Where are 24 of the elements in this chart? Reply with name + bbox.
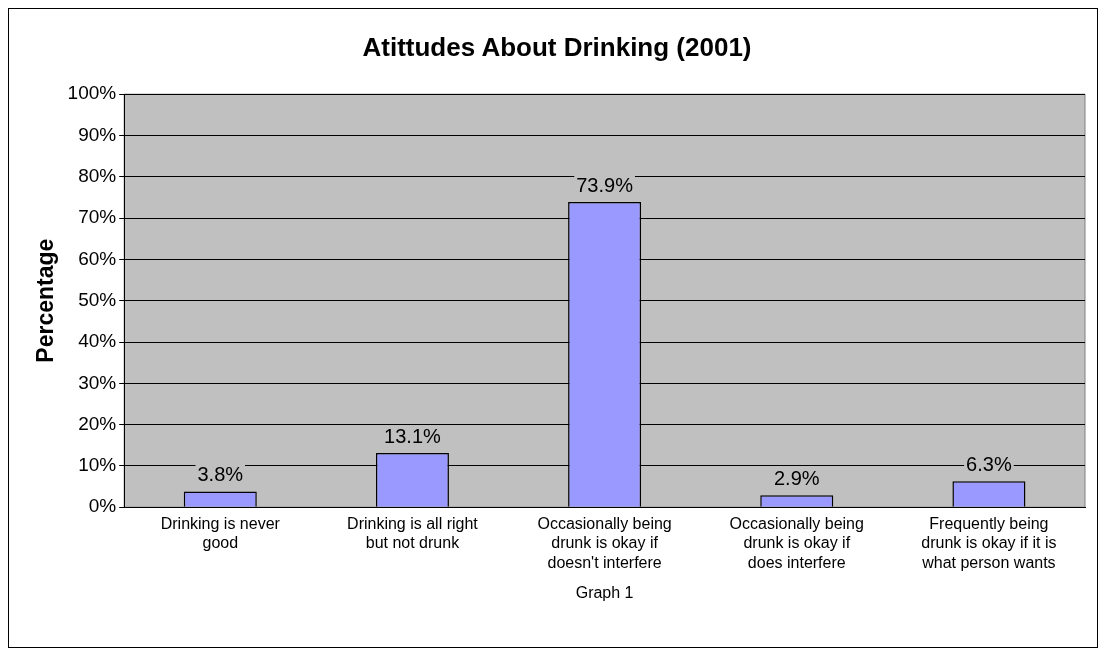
y-tick-label: 80% (78, 165, 117, 187)
data-label: 3.8% (197, 463, 244, 486)
data-label: 2.9% (773, 466, 820, 489)
y-tick-label: 0% (88, 495, 117, 517)
data-label: 73.9% (576, 173, 634, 196)
y-tick-label: 10% (78, 454, 117, 476)
data-label: 6.3% (966, 452, 1012, 475)
y-tick-label: 30% (78, 371, 117, 393)
y-tick-label: 70% (78, 206, 117, 228)
x-tick-label: Frequently being drunk is okay if it is what person wants (921, 515, 1057, 571)
x-tick-label: Occasionally being drunk is okay if does interfere (729, 515, 864, 571)
y-tick-label: 100% (67, 82, 117, 104)
y-tick-label: 60% (78, 247, 117, 269)
y-tick-label: 40% (78, 330, 117, 352)
x-axis-title: Graph 1 (575, 583, 634, 601)
x-tick-label: Drinking is never good (160, 515, 281, 552)
y-tick-label: 50% (78, 288, 117, 310)
x-tick-label: Drinking is all right but not drunk (347, 515, 479, 552)
y-tick-label: 90% (78, 123, 117, 145)
y-tick-label: 20% (78, 412, 117, 434)
data-label: 13.1% (384, 424, 441, 447)
chart-title: Atittudes About Drinking (2001) (362, 31, 752, 62)
x-tick-label: Occasionally being drunk is okay if doesn't interfere (537, 515, 672, 571)
y-axis-title: Percentage (32, 238, 59, 363)
